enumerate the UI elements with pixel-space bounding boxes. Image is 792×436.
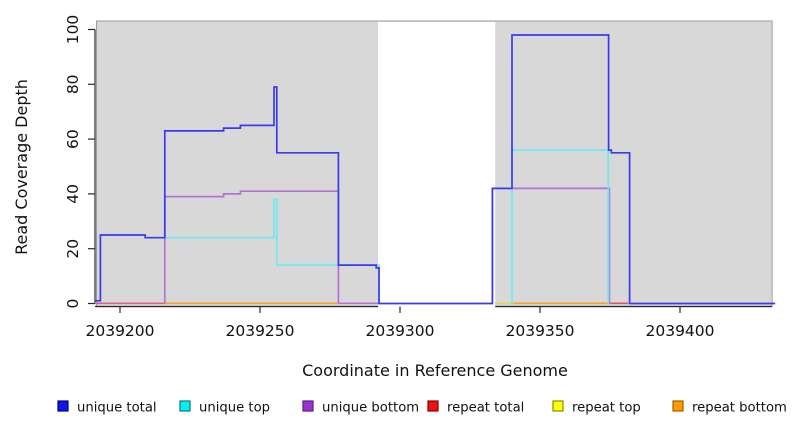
legend-swatch-repeat-top: [552, 400, 564, 412]
legend-swatch-repeat-bottom: [672, 400, 684, 412]
legend-label-unique-top: unique top: [199, 401, 270, 416]
x-tick-label: 2039400: [645, 322, 714, 340]
x-tick-label: 2039250: [225, 322, 294, 340]
y-tick-label: 100: [64, 15, 82, 45]
y-tick-label: 0: [64, 299, 82, 309]
y-tick-label: 40: [64, 184, 82, 204]
y-axis-title: Read Coverage Depth: [12, 79, 31, 255]
legend-swatch-unique-total: [57, 400, 69, 412]
x-tick-label: 2039350: [505, 322, 574, 340]
legend-swatch-unique-top: [179, 400, 191, 412]
x-axis-title: Coordinate in Reference Genome: [302, 361, 568, 380]
x-tick-label: 2039200: [85, 322, 154, 340]
y-tick-label: 60: [64, 129, 82, 149]
legend-label-unique-bottom: unique bottom: [322, 401, 419, 416]
series-unique-total-line: [94, 34, 776, 305]
legend-label-unique-total: unique total: [77, 401, 157, 416]
y-tick-label: 20: [64, 239, 82, 259]
series-unique-bottom-line: [163, 190, 340, 304]
x-tick-label: 2039300: [365, 322, 434, 340]
legend-label-repeat-bottom: repeat bottom: [692, 401, 787, 416]
legend-swatch-unique-bottom: [302, 400, 314, 412]
legend-label-repeat-top: repeat top: [572, 401, 641, 416]
series-unique-top-line: [511, 149, 610, 304]
legend-swatch-repeat-total: [427, 400, 439, 412]
gap-region: [378, 21, 496, 309]
legend-label-repeat-total: repeat total: [447, 401, 524, 416]
y-tick-label: 80: [64, 74, 82, 94]
